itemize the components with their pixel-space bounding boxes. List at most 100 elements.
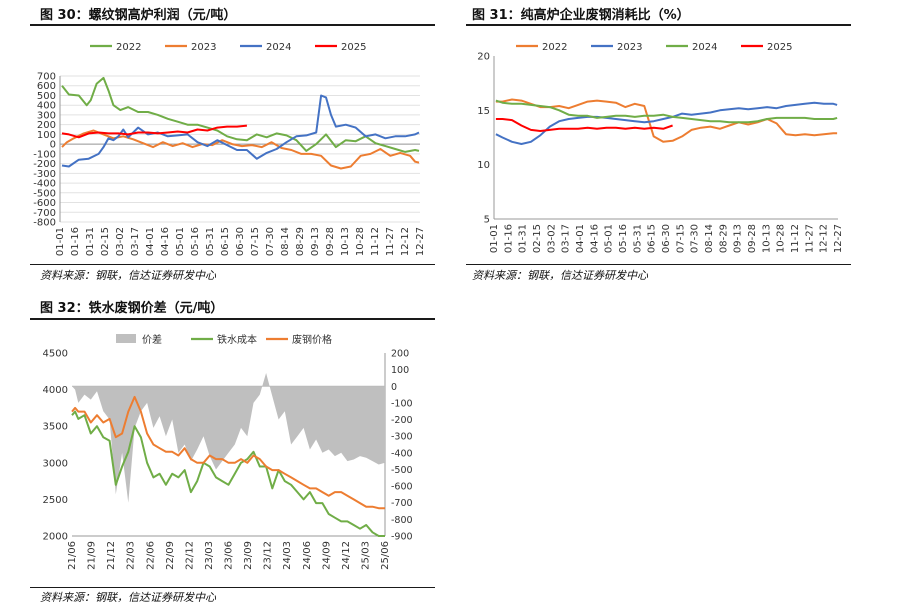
fig32-ytick-4: 4000 <box>43 385 68 396</box>
fig30-xtick-9: 05-16 <box>190 227 201 256</box>
fig31-xtick-18: 09-28 <box>747 224 758 253</box>
fig30-xtick-24: 12-27 <box>415 227 426 256</box>
fig32-y2tick-8: -100 <box>391 398 413 409</box>
fig31-xtick-19: 10-13 <box>761 224 772 253</box>
fig32-xtick-5: 22/09 <box>165 541 176 570</box>
fig30-legend-label-2: 2024 <box>266 42 291 53</box>
fig31-xtick-10: 05-31 <box>632 224 643 253</box>
fig32-legend-swatch-0 <box>116 334 136 343</box>
fig32-xtick-13: 24/09 <box>321 541 332 570</box>
fig32-y2tick-0: -900 <box>391 532 413 543</box>
fig31-xtick-23: 12-12 <box>819 224 830 253</box>
fig31-title-rule <box>466 24 851 26</box>
fig32-legend-label-2: 废钢价格 <box>292 333 332 346</box>
fig32-y2tick-2: -700 <box>391 498 413 509</box>
fig31-series-2025 <box>495 118 673 132</box>
fig30-xtick-4: 03-02 <box>115 227 126 256</box>
fig31-xtick-21: 11-12 <box>790 224 801 253</box>
fig31-series-2024 <box>495 99 838 124</box>
fig30-xtick-0: 01-01 <box>55 227 66 256</box>
fig30-legend-label-3: 2025 <box>341 42 366 53</box>
fig31-xtick-17: 09-13 <box>733 224 744 253</box>
fig32-xtick-16: 25/06 <box>380 541 391 570</box>
fig30-series-2024 <box>61 94 420 168</box>
fig31-xtick-16: 08-29 <box>718 224 729 253</box>
fig30-xtick-20: 10-28 <box>355 227 366 256</box>
fig32-xtick-15: 25/03 <box>360 541 371 570</box>
fig32-y2tick-9: 0 <box>391 382 397 393</box>
fig31-xtick-4: 03-02 <box>546 224 557 253</box>
fig30-xtick-19: 10-13 <box>340 227 351 256</box>
fig31-ytick-0: 5 <box>484 215 490 226</box>
fig30-ytick-3: -500 <box>33 188 56 199</box>
fig31-series-2023 <box>495 101 838 145</box>
fig31-legend-label-0: 2022 <box>542 42 567 53</box>
fig30-xtick-3: 02-15 <box>100 227 111 256</box>
fig30-xtick-7: 04-16 <box>160 227 171 256</box>
fig31-xtick-13: 07-15 <box>675 224 686 253</box>
fig32-xtick-11: 24/03 <box>282 541 293 570</box>
fig31-source: 资料来源：钢联，信达证券研发中心 <box>472 269 648 282</box>
fig30-xtick-15: 08-14 <box>280 227 291 256</box>
fig32-title: 图 32：铁水废钢价差（元/吨） <box>40 301 224 316</box>
fig30-ytick-7: -100 <box>33 149 56 160</box>
fig31-xtick-22: 11-27 <box>804 224 815 253</box>
fig32-xtick-1: 21/09 <box>87 541 98 570</box>
fig30-bottom-rule <box>30 264 435 265</box>
fig32-series-铁水成本 <box>71 410 385 537</box>
fig30-ytick-8: 0 <box>50 140 56 151</box>
fig30-ytick-13: 500 <box>37 91 56 102</box>
fig32-xtick-12: 24/06 <box>302 541 313 570</box>
fig32-ytick-3: 3500 <box>43 422 68 433</box>
fig30-ytick-2: -600 <box>33 198 56 209</box>
fig32-ytick-0: 2000 <box>43 532 68 543</box>
fig30-legend-label-0: 2022 <box>116 42 141 53</box>
fig32-y2tick-5: -400 <box>391 448 413 459</box>
fig30-xtick-18: 09-28 <box>325 227 336 256</box>
fig30-xtick-2: 01-31 <box>85 227 96 256</box>
fig32-legend-label-1: 铁水成本 <box>217 333 257 346</box>
fig30-ytick-14: 600 <box>37 81 56 92</box>
fig31-xtick-2: 01-31 <box>518 224 529 253</box>
fig30-series-2022 <box>61 76 420 153</box>
fig30-xtick-10: 05-31 <box>205 227 216 256</box>
fig32-series-价差 <box>72 373 385 503</box>
fig32-y2tick-10: 100 <box>391 365 409 376</box>
fig30-title-rule <box>30 24 435 26</box>
fig32-y2tick-1: -800 <box>391 515 413 526</box>
fig30-xtick-6: 04-01 <box>145 227 156 256</box>
fig30-xtick-1: 01-16 <box>70 227 81 256</box>
fig30-title: 图 30：螺纹钢高炉利润（元/吨） <box>40 8 237 23</box>
fig32-xtick-7: 23/03 <box>204 541 215 570</box>
fig31-xtick-14: 07-30 <box>690 224 701 253</box>
fig32-y2tick-4: -500 <box>391 465 413 476</box>
fig32-y2tick-7: -200 <box>391 415 413 426</box>
fig31-xtick-20: 10-28 <box>776 224 787 253</box>
fig32-ytick-2: 3000 <box>43 458 68 469</box>
fig32-xtick-0: 21/06 <box>67 541 78 570</box>
fig30-ytick-9: 100 <box>37 130 56 141</box>
fig30-ytick-12: 400 <box>37 101 56 112</box>
fig32-y2tick-6: -300 <box>391 432 413 443</box>
fig32-series-废钢价格 <box>71 395 385 510</box>
fig31-legend-label-2: 2024 <box>692 42 717 53</box>
fig32-title-rule <box>30 318 435 320</box>
fig32-ytick-1: 2500 <box>43 495 68 506</box>
fig30-xtick-13: 07-15 <box>250 227 261 256</box>
fig30-xtick-12: 06-30 <box>235 227 246 256</box>
fig32-legend-label-0: 价差 <box>142 333 162 346</box>
fig31-bottom-rule <box>466 264 851 265</box>
fig31-xtick-11: 06-15 <box>647 224 658 253</box>
fig30-ytick-10: 200 <box>37 120 56 131</box>
fig30-source: 资料来源：钢联，信达证券研发中心 <box>40 269 216 282</box>
fig32-xtick-8: 23/06 <box>224 541 235 570</box>
fig31-xtick-12: 06-30 <box>661 224 672 253</box>
fig32-source: 资料来源：钢联，信达证券研发中心 <box>40 591 216 604</box>
fig32-bottom-rule <box>30 587 435 588</box>
fig31-xtick-15: 08-14 <box>704 224 715 253</box>
fig30-ytick-6: -200 <box>33 159 56 170</box>
fig30-series-2025 <box>61 124 248 139</box>
fig30-xtick-21: 11-12 <box>370 227 381 256</box>
fig31-xtick-1: 01-16 <box>503 224 514 253</box>
fig31-xtick-8: 05-01 <box>604 224 615 253</box>
